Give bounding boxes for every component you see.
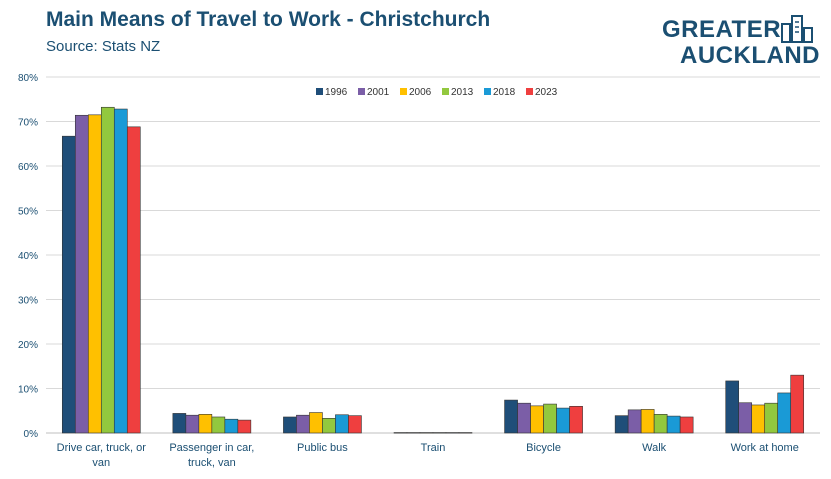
bar: [126, 126, 141, 434]
y-tick-label: 40%: [18, 251, 38, 262]
legend-label: 2023: [535, 87, 558, 98]
bar: [348, 415, 362, 434]
bar: [777, 392, 792, 434]
bar: [790, 374, 805, 434]
legend-swatch: [316, 88, 323, 95]
y-tick-label: 70%: [18, 118, 38, 129]
bar: [172, 413, 187, 434]
bar: [517, 402, 531, 434]
y-tick-label: 60%: [18, 162, 38, 173]
logo-line-1: GREATER: [662, 16, 782, 43]
logo-line-2: AUCKLAND: [680, 42, 820, 69]
bar: [640, 409, 655, 434]
legend-swatch: [358, 88, 365, 95]
city-buildings-icon: [781, 15, 813, 43]
legend-label: 2006: [409, 87, 432, 98]
bar: [627, 409, 642, 434]
x-tick-label: Public bus: [297, 442, 348, 454]
y-tick-label: 30%: [18, 296, 38, 307]
bar: [309, 412, 323, 434]
bar: [87, 114, 102, 434]
legend-swatch: [484, 88, 491, 95]
chart-title: Main Means of Travel to Work - Christchu…: [46, 8, 491, 31]
bar: [751, 404, 766, 434]
bar: [283, 416, 297, 434]
bar: [100, 106, 115, 434]
bar: [419, 432, 434, 434]
bar: [432, 432, 447, 434]
bar: [224, 418, 239, 434]
y-tick-label: 10%: [18, 385, 38, 396]
bar: [322, 418, 336, 434]
bar: [556, 407, 570, 434]
x-tick-label: Work at home: [731, 442, 799, 454]
chart-subtitle: Source: Stats NZ: [46, 38, 161, 55]
legend-label: 2018: [493, 87, 516, 98]
bar: [185, 414, 200, 434]
y-tick-label: 0%: [24, 429, 39, 440]
greater-auckland-logo: GREATER AUCKLAND: [662, 15, 822, 70]
bar: [530, 405, 544, 434]
x-tick-label: Train: [421, 442, 446, 454]
bar: [666, 415, 681, 434]
x-tick-label: Bicycle: [526, 442, 561, 454]
bar: [296, 414, 310, 434]
bar: [198, 414, 213, 434]
bar: [679, 416, 694, 434]
bar: [543, 403, 557, 434]
legend-swatch: [442, 88, 449, 95]
legend-swatch: [526, 88, 533, 95]
bar: [614, 415, 629, 434]
bar: [569, 405, 583, 434]
y-tick-label: 20%: [18, 340, 38, 351]
legend-label: 1996: [325, 87, 348, 98]
bar: [113, 108, 128, 434]
bar: [393, 432, 408, 434]
x-tick-label: van: [92, 457, 110, 469]
bar: [725, 380, 740, 434]
bar: [738, 402, 753, 434]
y-tick-label: 50%: [18, 207, 38, 218]
bar: [211, 416, 226, 434]
legend-label: 2001: [367, 87, 390, 98]
bar: [764, 402, 779, 434]
x-tick-label: Passenger in car,: [169, 442, 254, 454]
x-tick-label: Walk: [642, 442, 667, 454]
x-tick-label: Drive car, truck, or: [57, 442, 147, 454]
bar: [61, 135, 76, 434]
bar: [458, 432, 473, 434]
legend-swatch: [400, 88, 407, 95]
legend-label: 2013: [451, 87, 474, 98]
bar: [445, 432, 460, 434]
y-tick-label: 80%: [18, 73, 38, 84]
bar: [504, 399, 518, 434]
bar: [406, 432, 421, 434]
x-tick-label: truck, van: [188, 457, 236, 469]
bar: [74, 114, 89, 434]
bar: [653, 414, 668, 434]
bar: [335, 414, 349, 434]
bar: [237, 419, 252, 434]
